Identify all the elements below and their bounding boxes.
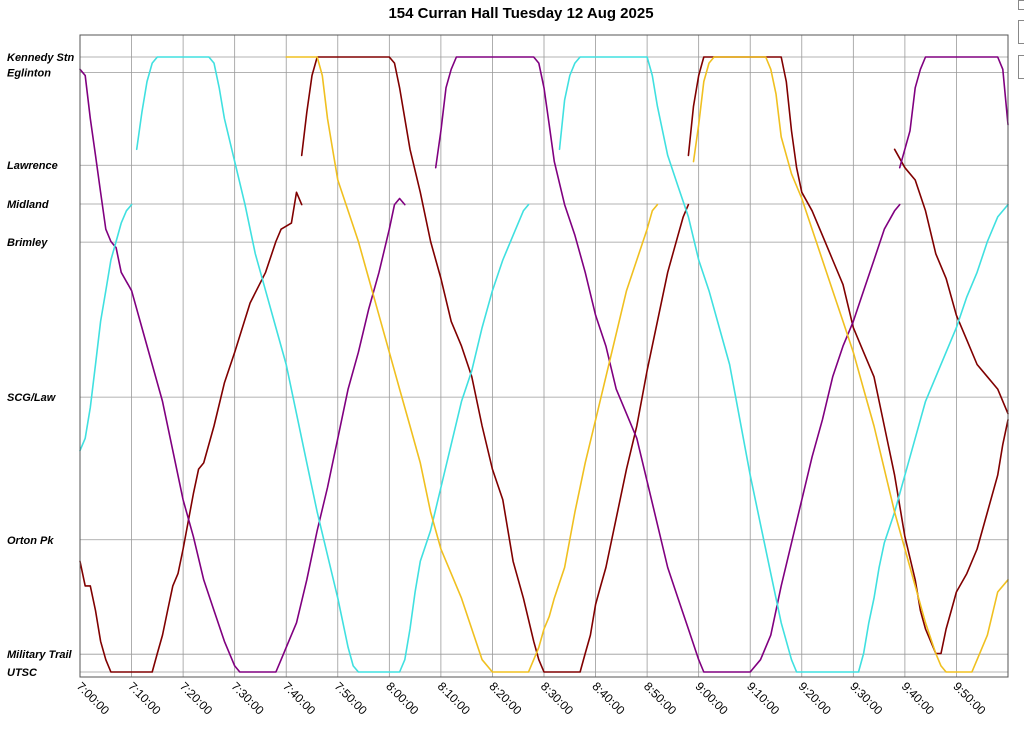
stop-label: Orton Pk (7, 535, 54, 547)
plot-frame (79, 34, 1009, 678)
chart-title: 154 Curran Hall Tuesday 12 Aug 2025 (388, 5, 653, 22)
x-tick-label: 7:10:00 (125, 679, 163, 717)
trip-line-series-0 (300, 56, 690, 673)
trip-line-series-0 (79, 191, 303, 673)
stop-label: Eglinton (7, 67, 51, 79)
x-tick-label: 8:00:00 (383, 679, 421, 717)
stop-label: Brimley (7, 237, 48, 249)
x-tick-label: 9:30:00 (847, 679, 885, 717)
x-tick-label: 9:20:00 (796, 679, 834, 717)
x-tick-label: 9:50:00 (950, 679, 988, 717)
x-tick-label: 9:00:00 (693, 679, 731, 717)
trip-line-series-2 (79, 203, 133, 452)
x-tick-label: 7:50:00 (332, 679, 370, 717)
x-tick-label: 7:40:00 (280, 679, 318, 717)
trip-line-series-1 (79, 68, 406, 673)
x-tick-label: 9:40:00 (899, 679, 937, 717)
trip-line-series-0 (687, 56, 1009, 655)
x-tick-label: 7:20:00 (177, 679, 215, 717)
stop-label: Lawrence (7, 160, 58, 172)
x-tick-label: 8:40:00 (589, 679, 627, 717)
trip-line-series-3 (285, 56, 659, 673)
trip-line-series-1 (434, 56, 901, 673)
stop-label: Kennedy Stn (7, 52, 75, 64)
x-tick-label: 8:30:00 (538, 679, 576, 717)
trip-line-series-0 (893, 148, 1009, 415)
trip-line-series-2 (135, 56, 530, 673)
stop-label: Midland (7, 199, 49, 211)
corner-control-3[interactable] (1018, 55, 1024, 79)
trip-line-series-3 (692, 56, 1009, 673)
x-tick-label: 7:00:00 (74, 679, 112, 717)
x-tick-label: 8:20:00 (486, 679, 524, 717)
corner-control-1[interactable] (1018, 0, 1024, 10)
stop-label: SCG/Law (7, 392, 57, 404)
x-tick-label: 8:50:00 (641, 679, 679, 717)
trip-line-series-2 (558, 56, 1009, 673)
x-tick-label: 8:10:00 (435, 679, 473, 717)
trip-line-series-1 (898, 56, 1009, 169)
x-tick-label: 7:30:00 (229, 679, 267, 717)
x-tick-label: 9:10:00 (744, 679, 782, 717)
stop-label: UTSC (7, 667, 38, 679)
stop-label: Military Trail (7, 649, 73, 661)
corner-control-2[interactable] (1018, 20, 1024, 44)
